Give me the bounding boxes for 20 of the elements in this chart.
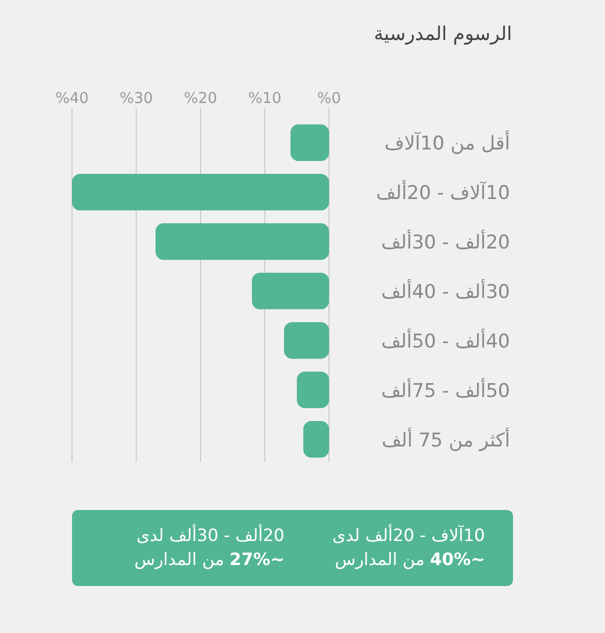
x-tick-label: %10 [248,89,282,107]
bar [296,372,329,408]
y-tick-label: 20ألف - 30ألف [381,230,510,254]
bar [303,420,329,458]
x-tick-label: %30 [120,89,153,107]
x-tick-label: %20 [184,89,218,107]
y-tick-label: أقل من 10آلاف [384,130,510,155]
bar [284,322,329,359]
bar [252,272,329,310]
y-tick-label: أكثر من 75 ألف [382,427,510,452]
bar [290,124,329,162]
bar [72,174,329,210]
bar [156,223,329,260]
y-tick-label: 30ألف - 40ألف [381,279,510,303]
text: الرسوم المدرسية [374,23,512,45]
x-tick-label: %0 [317,89,341,107]
x-tick-label: %40 [55,89,89,107]
y-tick-label: 50ألف - 75ألف [381,378,510,402]
y-tick-label: 40ألف - 50ألف [381,328,510,352]
y-tick-label: 10آلاف - 20ألف [376,180,510,204]
